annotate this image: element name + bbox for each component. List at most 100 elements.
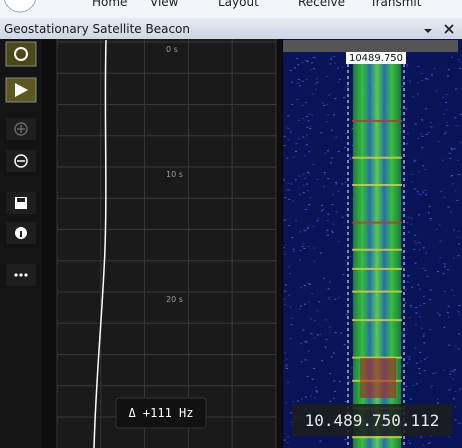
- noise-dot: [418, 368, 420, 369]
- noise-dot: [304, 304, 306, 305]
- noise-dot: [448, 345, 450, 346]
- noise-dot: [437, 399, 439, 400]
- noise-dot: [328, 288, 330, 289]
- noise-dot: [294, 67, 296, 68]
- noise-dot: [331, 357, 333, 358]
- noise-dot: [321, 360, 323, 361]
- noise-dot: [350, 157, 352, 158]
- noise-dot: [295, 179, 297, 180]
- noise-dot: [285, 365, 287, 366]
- noise-dot: [335, 137, 337, 138]
- noise-dot: [447, 312, 449, 313]
- noise-dot: [291, 82, 293, 83]
- noise-dot: [288, 128, 290, 129]
- menu-item[interactable]: Receive: [298, 0, 345, 9]
- menu-item[interactable]: Home: [92, 0, 127, 9]
- noise-dot: [301, 62, 303, 63]
- noise-dot: [284, 304, 286, 305]
- noise-dot: [458, 243, 460, 244]
- noise-dot: [457, 255, 459, 256]
- noise-dot: [440, 191, 442, 192]
- noise-dot: [302, 330, 304, 331]
- noise-dot: [413, 161, 415, 162]
- noise-dot: [298, 79, 300, 80]
- menu-item[interactable]: View: [150, 0, 179, 9]
- noise-dot: [316, 220, 318, 221]
- noise-dot: [309, 126, 311, 127]
- noise-dot: [293, 157, 295, 158]
- noise-dot: [296, 58, 298, 59]
- noise-dot: [451, 149, 453, 150]
- noise-dot: [312, 379, 314, 380]
- noise-dot: [421, 147, 423, 148]
- noise-dot: [448, 317, 450, 318]
- noise-dot: [316, 78, 318, 79]
- noise-dot: [460, 142, 462, 143]
- noise-dot: [288, 295, 290, 296]
- noise-dot: [430, 126, 432, 127]
- noise-dot: [458, 314, 460, 315]
- noise-dot: [337, 68, 339, 69]
- noise-dot: [341, 183, 343, 184]
- noise-dot: [302, 137, 304, 138]
- noise-dot: [443, 273, 445, 274]
- noise-dot: [313, 57, 315, 58]
- noise-dot: [419, 289, 421, 290]
- noise-dot: [407, 281, 409, 282]
- noise-dot: [459, 423, 461, 424]
- noise-dot: [306, 184, 308, 185]
- noise-dot: [444, 266, 446, 267]
- noise-dot: [335, 183, 337, 184]
- noise-dot: [315, 57, 317, 58]
- noise-dot: [401, 336, 403, 337]
- noise-dot: [284, 352, 286, 353]
- noise-dot: [317, 218, 319, 219]
- menu-item[interactable]: Layout: [218, 0, 259, 9]
- noise-dot: [418, 138, 420, 139]
- noise-dot: [303, 185, 305, 186]
- noise-dot: [419, 249, 421, 250]
- noise-dot: [406, 67, 408, 68]
- noise-dot: [304, 155, 306, 156]
- noise-dot: [449, 153, 451, 154]
- noise-dot: [431, 74, 433, 75]
- noise-dot: [458, 349, 460, 350]
- menu-item[interactable]: Transmit: [369, 0, 422, 9]
- noise-dot: [425, 109, 427, 110]
- noise-dot: [421, 119, 423, 120]
- noise-dot: [409, 81, 411, 82]
- noise-dot: [314, 397, 316, 398]
- noise-dot: [306, 144, 308, 145]
- noise-dot: [436, 90, 438, 91]
- noise-dot: [423, 342, 425, 343]
- noise-dot: [299, 231, 301, 232]
- noise-dot: [307, 246, 309, 247]
- noise-dot: [429, 220, 431, 221]
- noise-dot: [301, 399, 303, 400]
- noise-dot: [415, 263, 417, 264]
- noise-dot: [284, 197, 286, 198]
- noise-dot: [416, 363, 418, 364]
- noise-dot: [290, 132, 292, 133]
- noise-dot: [344, 439, 346, 440]
- noise-dot: [321, 210, 323, 211]
- streak: [360, 358, 396, 398]
- noise-dot: [339, 381, 341, 382]
- noise-dot: [329, 281, 331, 282]
- noise-dot: [408, 359, 410, 360]
- noise-dot: [323, 105, 325, 106]
- noise-dot: [451, 175, 453, 176]
- noise-dot: [283, 179, 285, 180]
- noise-dot: [339, 79, 341, 80]
- noise-dot: [405, 289, 407, 290]
- noise-dot: [449, 374, 451, 375]
- noise-dot: [437, 313, 439, 314]
- noise-dot: [303, 229, 305, 230]
- noise-dot: [289, 273, 291, 274]
- noise-dot: [404, 309, 406, 310]
- noise-dot: [331, 204, 333, 205]
- record-button[interactable]: [6, 42, 36, 66]
- noise-dot: [414, 235, 416, 236]
- noise-dot: [444, 197, 446, 198]
- noise-dot: [288, 225, 290, 226]
